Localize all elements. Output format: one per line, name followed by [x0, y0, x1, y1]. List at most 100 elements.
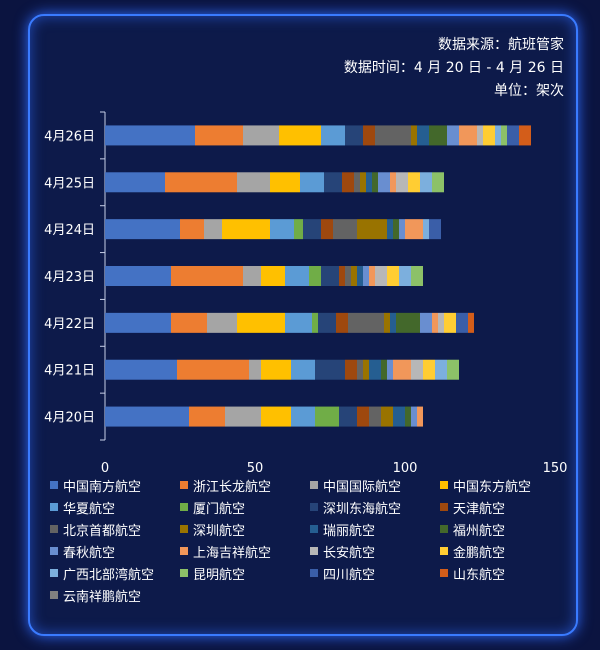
bar-segment — [363, 359, 369, 380]
bar-segment — [405, 219, 423, 240]
legend-item: 长安航空 — [310, 542, 440, 561]
bar-segment — [381, 406, 393, 427]
bar-segment — [438, 312, 444, 333]
legend-label: 上海吉祥航空 — [193, 545, 272, 561]
legend-swatch — [440, 503, 448, 511]
bar-segment — [294, 219, 303, 240]
bar-segment — [321, 266, 339, 286]
legend-item: 广西北部湾航空 — [50, 564, 180, 583]
bar-segment — [369, 359, 381, 380]
bar-segment — [384, 312, 390, 333]
bar-segment — [396, 172, 408, 193]
legend-swatch — [440, 569, 448, 577]
legend-item: 厦门航空 — [180, 498, 310, 517]
bar-segment — [444, 312, 456, 333]
data-source-text: 数据来源：航班管家 — [438, 37, 564, 53]
bar-segment — [423, 359, 435, 380]
bar-segment — [456, 312, 468, 333]
bar-segment — [381, 359, 387, 380]
bar-segment — [408, 172, 420, 193]
bar-segment — [393, 219, 399, 240]
bar-segment — [501, 125, 507, 146]
bar-segment — [348, 312, 384, 333]
legend-label: 春秋航空 — [63, 545, 116, 561]
legend-label: 山东航空 — [453, 567, 506, 583]
legend-swatch — [180, 525, 188, 533]
legend-item: 上海吉祥航空 — [180, 542, 310, 561]
bar-segment — [249, 359, 261, 380]
legend-item: 云南祥鹏航空 — [50, 586, 180, 605]
bar-segment — [171, 266, 243, 286]
legend-label: 四川航空 — [323, 567, 376, 583]
legend-item: 中国东方航空 — [440, 476, 570, 495]
bar-segment — [399, 219, 405, 240]
bar-segment — [336, 312, 348, 333]
legend-label: 华夏航空 — [63, 501, 116, 517]
bar-segment — [105, 172, 165, 193]
legend-item: 昆明航空 — [180, 564, 310, 583]
legend-label: 中国南方航空 — [63, 479, 142, 495]
legend-swatch — [50, 591, 58, 599]
bar-segment — [363, 266, 369, 286]
bar-segment — [369, 266, 375, 286]
bar-segment — [339, 406, 357, 427]
bar-segment — [105, 266, 171, 286]
bar-segment — [360, 172, 366, 193]
bar-segment — [195, 125, 243, 146]
bar-segment — [393, 406, 405, 427]
legend-label: 云南祥鹏航空 — [63, 589, 142, 605]
bar-segment — [354, 172, 360, 193]
bar-segment — [270, 219, 294, 240]
legend-swatch — [50, 525, 58, 533]
bar-segment — [312, 312, 318, 333]
bar-segment — [165, 172, 237, 193]
bar-segment — [378, 172, 390, 193]
bar-segment — [366, 172, 372, 193]
bar-segment — [447, 359, 459, 380]
legend-swatch — [50, 569, 58, 577]
legend-label: 中国国际航空 — [323, 479, 402, 495]
y-tick-label: 4月25日 — [44, 176, 95, 191]
legend-item: 深圳东海航空 — [310, 498, 440, 517]
bar-segment — [222, 219, 270, 240]
bar-segment — [105, 125, 195, 146]
bar-segment — [351, 266, 357, 286]
bar-segment — [345, 125, 363, 146]
bar-segment — [435, 359, 447, 380]
chart-legend: 中国南方航空 浙江长龙航空 中国国际航空 中国东方航空 华夏航空 厦门航空 深圳东海航空 天津… — [50, 476, 570, 605]
bar-segment — [171, 312, 207, 333]
bar-segment — [483, 125, 495, 146]
bar-segment — [477, 125, 483, 146]
legend-swatch — [180, 547, 188, 555]
legend-label: 金鹏航空 — [453, 545, 506, 561]
bar-segment — [309, 266, 321, 286]
bar-segment — [423, 219, 429, 240]
bar-segment — [345, 266, 351, 286]
legend-item: 天津航空 — [440, 498, 570, 517]
bar-segment — [411, 406, 417, 427]
legend-swatch — [310, 547, 318, 555]
bar-segment — [417, 125, 429, 146]
bar-segment — [420, 312, 432, 333]
legend-label: 长安航空 — [323, 545, 376, 561]
bar-segment — [357, 266, 363, 286]
bar-segment — [291, 359, 315, 380]
legend-item: 中国国际航空 — [310, 476, 440, 495]
bar-segment — [189, 406, 225, 427]
bar-segment — [375, 266, 387, 286]
legend-item: 春秋航空 — [50, 542, 180, 561]
bar-segment — [459, 125, 477, 146]
legend-item: 山东航空 — [440, 564, 570, 583]
bar-segment — [429, 125, 447, 146]
legend-item: 深圳航空 — [180, 520, 310, 539]
legend-label: 深圳航空 — [193, 523, 246, 539]
bar-segment — [363, 125, 375, 146]
legend-swatch — [310, 503, 318, 511]
bar-segment — [279, 125, 321, 146]
bar-segment — [372, 172, 378, 193]
legend-swatch — [180, 569, 188, 577]
bar-segment — [396, 312, 420, 333]
bar-segment — [243, 266, 261, 286]
y-tick-label: 4月24日 — [44, 223, 95, 238]
legend-item: 金鹏航空 — [440, 542, 570, 561]
